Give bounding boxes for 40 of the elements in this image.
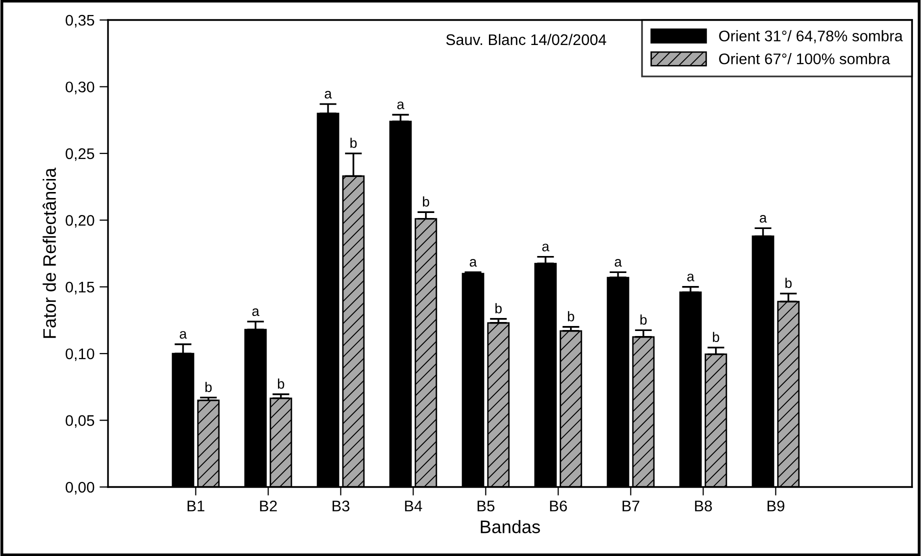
x-tick-label: B4: [405, 500, 422, 512]
y-tick-label: 0,35: [66, 14, 94, 28]
x-tick-label: B5: [478, 500, 494, 512]
annotation: a: [252, 308, 260, 316]
annotation: a: [180, 331, 187, 339]
x-tick-label: B3: [332, 500, 350, 512]
y-tick-label: 0,00: [66, 482, 94, 494]
y-tick-label: 0,30: [66, 82, 94, 94]
legend-label: Orient 31°/ 64,78% sombra: [719, 30, 903, 44]
annotation: b: [422, 196, 430, 207]
y-tick-label: 0,20: [66, 215, 94, 228]
annotation: a: [687, 274, 694, 282]
x-tick-label: B7: [622, 500, 640, 512]
x-tick-label: B2: [260, 500, 277, 512]
annotation: b: [278, 378, 284, 389]
legend-label: Orient 67°/ 100% sombra: [719, 53, 890, 64]
y-tick-label: 0,10: [66, 348, 94, 362]
annotation: a: [470, 259, 477, 267]
x-tick-label: B9: [768, 500, 784, 512]
annotation: b: [205, 382, 212, 392]
x-tick-label: B1: [188, 500, 204, 512]
annotation: b: [712, 332, 720, 342]
x-tick-label: B6: [550, 500, 567, 512]
annotation: b: [495, 303, 502, 314]
annotation: b: [350, 138, 357, 148]
y-axis-title: Fator de Reflectância: [42, 168, 56, 338]
annotation: a: [324, 90, 332, 99]
y-tick-label: 0,25: [66, 148, 94, 161]
x-tick-label: B8: [695, 500, 712, 512]
annotation: a: [614, 259, 622, 267]
y-tick-label: 0,05: [66, 415, 94, 428]
annotation: a: [397, 102, 404, 110]
x-axis-title: Bandas: [480, 520, 540, 534]
annotation: b: [785, 278, 792, 288]
annotation: a: [760, 215, 767, 223]
annotation: Sauv. Blanc 14/02/2004: [446, 34, 606, 46]
annotation: b: [640, 314, 647, 325]
annotation: a: [542, 244, 550, 252]
annotation: b: [568, 311, 574, 322]
y-tick-label: 0,15: [66, 282, 94, 294]
